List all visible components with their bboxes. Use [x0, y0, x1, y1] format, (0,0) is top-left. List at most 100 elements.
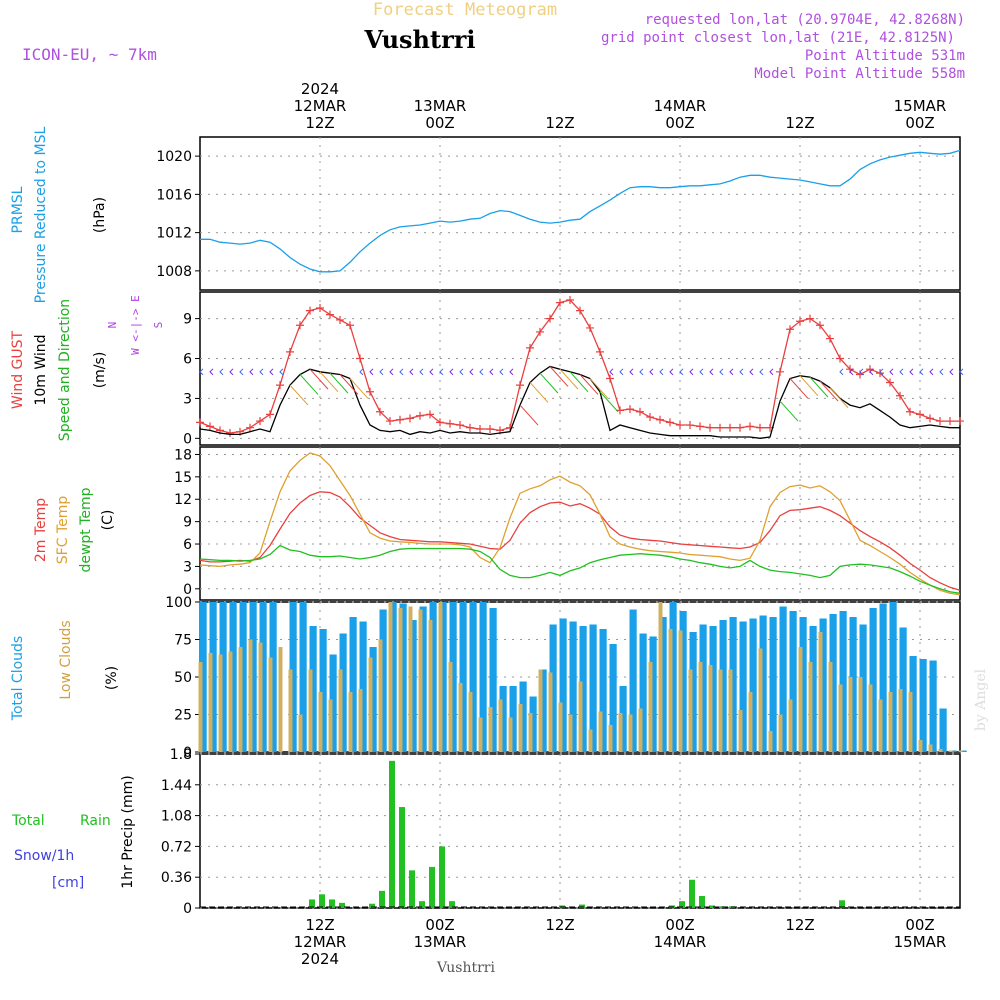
precip-rain-label: Rain: [80, 813, 111, 829]
wind-arrow: [569, 371, 589, 393]
low-cloud-bar: [948, 750, 953, 752]
pressure-ytick-label: 1020: [156, 149, 192, 165]
total-cloud-bar: [659, 617, 667, 752]
sfc-label: SFC Temp: [55, 496, 71, 565]
gust-marker: [296, 321, 304, 330]
low-cloud-bar: [498, 699, 503, 752]
clouds-ytick-label: 0: [183, 745, 192, 761]
low-cloud-bar: [868, 684, 873, 752]
wind-arrow: [389, 368, 394, 376]
wind-arrow: [499, 368, 504, 376]
gust-marker: [796, 317, 804, 326]
low-cloud-bar: [558, 702, 563, 752]
gust-marker: [786, 325, 794, 334]
wind-frame: [199, 291, 961, 446]
total-cloud-bar: [769, 617, 777, 752]
low-cloud-bar: [838, 684, 843, 752]
gust-marker: [446, 419, 454, 428]
bottom-time-label: 12MAR: [294, 933, 347, 951]
total-cloud-bar: [199, 602, 207, 752]
gust-marker: [556, 298, 564, 307]
low-cloud-bar: [468, 692, 473, 752]
total-cloud-bar: [869, 608, 877, 752]
rain-bar: [429, 866, 435, 908]
wind-arrow: [239, 368, 244, 376]
low-cloud-bar: [808, 662, 813, 752]
rain-bar: [709, 905, 715, 908]
wind-arrow: [459, 368, 464, 376]
wind-arrow: [369, 368, 374, 376]
total-cloud-bar: [319, 629, 327, 752]
gust-label: Wind GUST: [10, 330, 26, 409]
wind-arrow: [209, 368, 214, 376]
precip-snow-label: Snow/1h: [14, 848, 74, 864]
rain-bar: [319, 894, 325, 908]
total-cloud-bar: [449, 602, 457, 752]
model-altitude: Model Point Altitude 558m: [754, 66, 965, 82]
gust-marker: [326, 310, 334, 319]
gust-marker: [386, 417, 394, 426]
wind-arrow: [339, 374, 359, 395]
gust-marker: [756, 423, 764, 432]
wind-arrow: [549, 366, 569, 387]
rain-bar: [449, 901, 455, 908]
wind-arrow: [429, 368, 434, 376]
wind-arrow: [809, 376, 829, 398]
low-cloud-bar: [378, 639, 383, 752]
gust-marker: [536, 327, 544, 336]
gust-marker: [436, 418, 444, 427]
low-cloud-bar: [628, 714, 633, 752]
wind-arrow: [319, 371, 339, 393]
wind-arrow: [929, 368, 934, 376]
gust-marker: [876, 369, 884, 378]
gust-marker: [636, 407, 644, 416]
bottom-time-label: 00Z: [665, 916, 694, 934]
wind-arrow: [379, 368, 384, 376]
compass-rose: N W <-|-> E S: [106, 295, 165, 355]
low-cloud-bar: [428, 620, 433, 752]
low-cloud-bar: [228, 651, 233, 752]
wind-arrow: [899, 368, 904, 376]
low-cloud-bar: [338, 669, 343, 752]
gust-marker: [306, 306, 314, 315]
low-cloud-bar: [358, 689, 363, 752]
total-cloud-bar: [759, 615, 767, 752]
pressure-ytick-label: 1012: [156, 226, 192, 242]
wind-ytick-label: 9: [183, 312, 192, 328]
gust-marker: [936, 417, 944, 426]
total-cloud-bar: [249, 602, 257, 752]
total-cloud-bar: [359, 621, 367, 752]
location-title: Vushtrri: [364, 25, 476, 54]
total-cloud-bar: [699, 624, 707, 752]
wind-arrow: [289, 384, 309, 406]
total-cloud-bar: [469, 602, 477, 752]
gust-marker: [626, 405, 634, 414]
precip-total-label: Total: [11, 813, 45, 829]
precipitation-ytick-label: 0.36: [161, 870, 192, 886]
wind-arrow: [889, 368, 894, 376]
temperature-ytick-label: 0: [183, 582, 192, 598]
precipitation-ytick-label: 1.08: [161, 809, 192, 825]
low-cloud-bar: [718, 669, 723, 752]
wind-arrow: [739, 368, 744, 376]
total-cloud-bar: [459, 602, 467, 752]
gust-marker: [346, 321, 354, 330]
wind-arrow: [949, 368, 954, 376]
total-cloud-bar: [959, 750, 967, 752]
wind-arrow: [909, 368, 914, 376]
total-cloud-bar: [849, 617, 857, 752]
total-cloud-bar: [839, 611, 847, 752]
rain-bar: [839, 900, 845, 908]
gust-marker: [416, 411, 424, 420]
total-cloud-bar: [489, 608, 497, 752]
low-cloud-bar: [538, 669, 543, 752]
wind-arrow: [539, 372, 559, 394]
total-clouds-label: Total Clouds: [10, 636, 26, 721]
total-cloud-bar: [439, 602, 447, 752]
gust-marker: [606, 374, 614, 383]
bottom-time-label: 12Z: [785, 916, 814, 934]
wind-arrow: [489, 368, 494, 376]
total-cloud-bar: [629, 609, 637, 752]
total-cloud-bar: [409, 620, 417, 752]
